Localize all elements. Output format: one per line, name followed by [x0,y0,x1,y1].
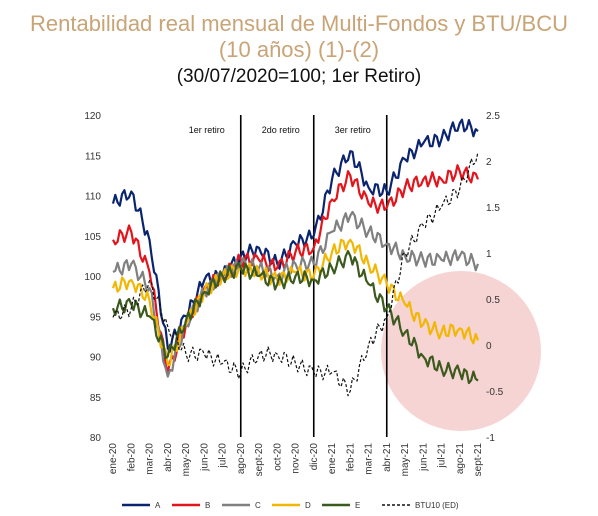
y-tick-label: 120 [84,111,101,122]
series-line-btu10 [112,151,479,397]
y-tick-label: 95 [90,312,102,323]
event-label: 2do retiro [262,125,300,135]
x-tick-label: may-20 [181,443,192,477]
x-tick-label: abr-20 [163,443,174,472]
y2-tick-label: 0 [486,341,492,352]
legend-label: B [205,501,210,510]
event-label: 1er retiro [189,125,225,135]
x-tick-label: feb-21 [345,443,356,472]
y2-tick-label: -0.5 [486,387,504,398]
x-tick-label: feb-20 [126,443,137,472]
y-tick-label: 90 [90,353,102,364]
x-tick-label: ago-20 [236,443,247,475]
x-tick-label: abr-21 [382,443,393,472]
y-tick-label: 115 [85,151,101,162]
y2-tick-label: 1 [486,249,492,260]
y-tick-label: 80 [90,433,102,444]
x-tick-label: nov-20 [291,443,302,474]
x-tick-label: ago-21 [455,443,466,475]
y-tick-label: 110 [85,192,101,203]
chart-title-line2: (10 años) (1)-(2) [218,37,380,62]
x-tick-label: dic-20 [309,443,320,471]
y2-tick-label: 0.5 [486,295,500,306]
x-tick-label: jun-21 [418,443,429,472]
legend-label: BTU10 (ED) [415,501,459,510]
x-tick-label: jul-20 [218,443,229,469]
legend-label: C [255,501,261,510]
y-tick-label: 105 [84,232,101,243]
x-tick-label: mar-21 [364,443,375,475]
series-line-c [112,210,480,378]
series-line-e [111,250,479,385]
x-tick-label: mar-20 [145,443,156,475]
x-tick-label: jul-21 [437,443,448,469]
y2-tick-label: 2.5 [486,111,500,122]
series-line-d [111,238,480,367]
x-tick-label: jun-20 [199,443,210,472]
x-tick-label: oct-20 [272,443,283,471]
y-tick-label: 85 [90,393,102,404]
chart-title-line1: Rentabilidad real mensual de Multi-Fondo… [29,11,568,36]
y2-tick-label: 1.5 [486,203,500,214]
y2-tick-label: 2 [486,157,492,168]
x-tick-label: may-21 [400,443,411,477]
x-tick-label: sept-20 [254,443,265,477]
chart-subtitle: (30/07/2020=100; 1er Retiro) [176,66,422,87]
legend-label: D [305,501,311,510]
highlight-circle [381,271,541,431]
x-tick-label: ene-21 [327,443,338,475]
legend-label: A [155,501,161,510]
legend-label: E [355,501,360,510]
event-label: 3er retiro [335,125,371,135]
x-tick-label: ene-20 [108,443,119,475]
x-tick-label: sept-21 [473,443,484,477]
y2-tick-label: -1 [486,433,495,444]
y-tick-label: 100 [84,272,101,283]
